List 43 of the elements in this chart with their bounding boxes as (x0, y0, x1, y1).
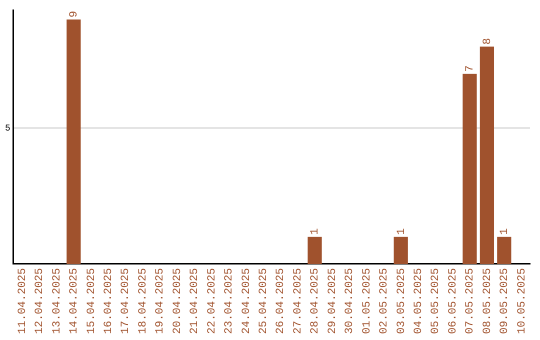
x-tick-label: 28.04.2025 (310, 268, 322, 334)
x-tick-label: 04.05.2025 (412, 268, 425, 334)
bar (462, 74, 477, 264)
x-tick-label: 30.04.2025 (344, 268, 356, 334)
bar (497, 236, 512, 264)
data-label: 8 (482, 38, 494, 45)
x-tick-label: 29.04.2025 (326, 268, 339, 334)
data-label: 9 (68, 10, 81, 18)
x-tick-label: 02.05.2025 (378, 268, 391, 334)
x-tick-label: 15.04.2025 (86, 268, 98, 334)
x-tick-label: 08.05.2025 (482, 268, 494, 334)
x-tick-label: 24.04.2025 (240, 268, 253, 334)
x-tick-label: 05.05.2025 (430, 268, 442, 334)
x-tick-label: 16.04.2025 (103, 268, 116, 334)
data-label: 1 (310, 228, 322, 235)
x-tick-label: 01.05.2025 (361, 268, 374, 334)
data-label: 1 (499, 228, 512, 235)
x-tick-label: 13.04.2025 (51, 268, 64, 334)
x-tick-label: 27.04.2025 (292, 268, 304, 334)
bar (394, 236, 408, 264)
x-tick-label: 06.05.2025 (447, 268, 460, 334)
bar (480, 46, 494, 264)
x-tick-label: 03.05.2025 (396, 268, 408, 334)
x-tick-label: 14.04.2025 (68, 268, 81, 334)
data-label: 7 (464, 65, 477, 72)
x-tick-label: 07.05.2025 (464, 268, 477, 334)
x-tick-label: 12.04.2025 (34, 268, 46, 334)
x-tick-label: 17.04.2025 (120, 268, 132, 334)
x-tick-label: 10.05.2025 (516, 268, 528, 334)
x-tick-label: 22.04.2025 (206, 268, 218, 334)
x-tick-label: 11.04.2025 (16, 268, 29, 334)
data-label: 1 (396, 228, 408, 235)
bar (308, 236, 322, 264)
x-tick-label: 25.04.2025 (258, 268, 270, 334)
x-tick-label: 21.04.2025 (189, 268, 202, 334)
x-tick-label: 23.04.2025 (224, 268, 236, 334)
x-tick-label: 20.04.2025 (172, 268, 184, 334)
x-tick-label: 19.04.2025 (154, 268, 167, 334)
x-tick-label: 09.05.2025 (499, 268, 512, 334)
x-tick-label: 26.04.2025 (275, 268, 288, 334)
bar (66, 20, 81, 264)
x-tick-label: 18.04.2025 (137, 268, 150, 334)
y-tick-label: 5 (4, 124, 10, 134)
